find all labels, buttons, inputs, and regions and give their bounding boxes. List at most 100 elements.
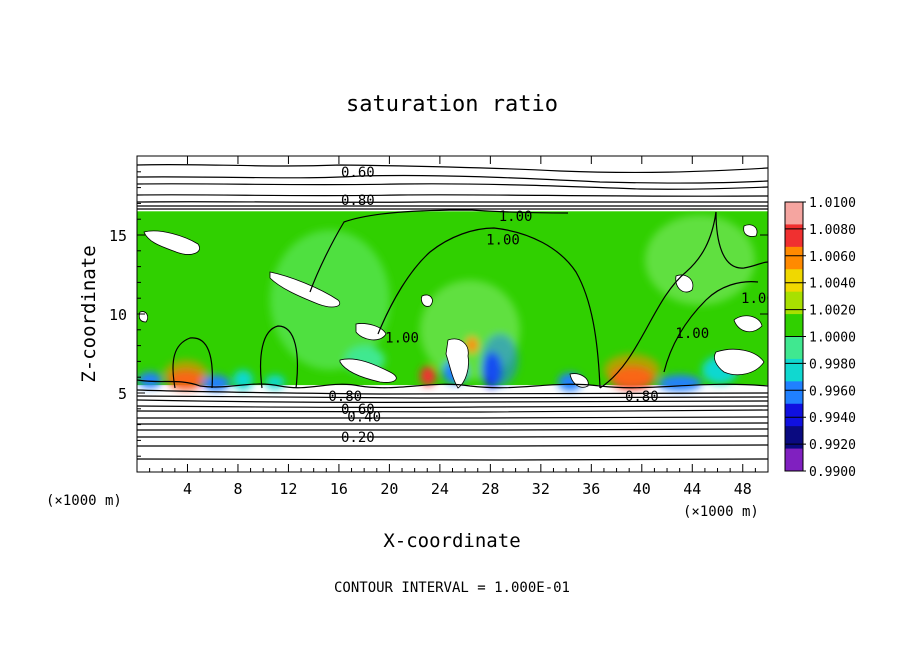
colorbar-swatch bbox=[785, 224, 803, 248]
contour-line bbox=[137, 174, 768, 184]
gap-region bbox=[675, 274, 694, 293]
unsaturated-gaps bbox=[138, 224, 765, 389]
warm-cell bbox=[420, 366, 436, 386]
chart-title: saturation ratio bbox=[346, 92, 558, 117]
contour-label: 1.00 bbox=[499, 209, 533, 225]
gap-region bbox=[138, 311, 148, 323]
contour-label: 0.80 bbox=[328, 389, 362, 405]
colorbar-swatch bbox=[785, 269, 803, 293]
x-tick-label: 44 bbox=[683, 480, 701, 498]
colorbar-swatch bbox=[785, 336, 803, 360]
contour-line bbox=[377, 227, 601, 389]
colorbar-label: 0.9980 bbox=[809, 357, 856, 372]
contour-line bbox=[137, 389, 768, 395]
x-tick-label: 24 bbox=[431, 480, 449, 498]
colorbar-swatch bbox=[785, 448, 803, 472]
gap-region bbox=[143, 230, 200, 255]
contour-line bbox=[137, 183, 768, 190]
colorbar-swatch bbox=[785, 202, 803, 225]
x-axis: 4 8 12 16 20 24 28 32 36 40 44 48 bbox=[149, 156, 756, 498]
gap-region bbox=[355, 323, 387, 341]
colorbar-label: 0.9900 bbox=[809, 465, 856, 480]
cool-cell bbox=[482, 334, 518, 386]
contour-labels: 0.600.801.001.001.001.001.000.800.600.40… bbox=[328, 165, 775, 446]
x-tick-label: 36 bbox=[582, 480, 600, 498]
contour-label: 0.60 bbox=[341, 165, 375, 181]
contour-line bbox=[599, 211, 717, 389]
gap-region bbox=[421, 294, 433, 307]
contour-line bbox=[137, 399, 768, 403]
contour-line bbox=[137, 395, 768, 399]
cool-cell bbox=[138, 372, 162, 388]
colorbar-label: 0.9960 bbox=[809, 384, 856, 399]
y-tick-label: 5 bbox=[118, 385, 127, 403]
colorbar-label: 1.0000 bbox=[809, 331, 856, 346]
contour-line bbox=[137, 194, 768, 197]
gap-region bbox=[445, 338, 469, 389]
contour-label: 0.80 bbox=[625, 389, 659, 405]
warm-cell bbox=[164, 360, 208, 388]
contour-line bbox=[137, 435, 768, 439]
contour-label: 0.40 bbox=[347, 410, 381, 426]
x-tick-label: 4 bbox=[183, 480, 192, 498]
gap-region bbox=[743, 224, 758, 237]
colorbar-swatch bbox=[785, 358, 803, 382]
y-axis: 5 10 15 bbox=[109, 171, 768, 457]
x-tick-label: 12 bbox=[279, 480, 297, 498]
contour-label: 0.20 bbox=[341, 430, 375, 446]
y-axis-label: Z-coordinate bbox=[78, 245, 100, 382]
gap-region bbox=[339, 358, 397, 383]
colorbar-swatch bbox=[785, 291, 803, 315]
x-tick-label: 40 bbox=[633, 480, 651, 498]
contour-line bbox=[309, 209, 569, 293]
colorbar-label: 1.0100 bbox=[809, 196, 856, 211]
gap-region bbox=[733, 315, 763, 333]
contour-interval-note: CONTOUR INTERVAL = 1.000E-01 bbox=[334, 580, 570, 596]
y-tick-label: 15 bbox=[109, 227, 127, 245]
colorbar-swatch bbox=[785, 246, 803, 270]
gap-region bbox=[714, 348, 765, 376]
x-tick-label: 16 bbox=[330, 480, 348, 498]
x-axis-label: X-coordinate bbox=[383, 530, 520, 552]
contour-line bbox=[663, 281, 759, 373]
colorbar: 1.0100 1.0080 1.0060 1.0040 1.0020 1.0000 0.99… bbox=[784, 196, 856, 480]
colorbar-label: 1.0060 bbox=[809, 250, 856, 265]
contour-line bbox=[137, 379, 768, 389]
contour-line bbox=[715, 211, 768, 269]
colorbar-swatch bbox=[785, 403, 803, 427]
contour-label: 0.60 bbox=[341, 402, 375, 418]
warm-cell bbox=[604, 354, 660, 386]
y-tick-label: 10 bbox=[109, 306, 127, 324]
warm-cell bbox=[466, 337, 478, 353]
contour-line bbox=[172, 337, 213, 389]
x-unit-right: (×1000 m) bbox=[683, 504, 759, 520]
cool-cell bbox=[202, 375, 230, 391]
x-tick-label: 8 bbox=[233, 480, 242, 498]
contour-label: 1.00 bbox=[385, 331, 419, 347]
contour-line bbox=[137, 444, 768, 448]
cool-cell bbox=[233, 370, 253, 390]
x-tick-label: 28 bbox=[481, 480, 499, 498]
colorbar-swatch bbox=[785, 381, 803, 405]
x-tick-label: 20 bbox=[380, 480, 398, 498]
colorbar-label: 0.9920 bbox=[809, 438, 856, 453]
colorbar-swatch bbox=[785, 426, 803, 450]
contour-line bbox=[137, 409, 768, 413]
colorbar-label: 1.0080 bbox=[809, 223, 856, 238]
colorbar-label: 1.0040 bbox=[809, 277, 856, 292]
contour-label: 1.00 bbox=[741, 291, 775, 307]
light-green-patch bbox=[645, 215, 755, 305]
contour-label: 1.00 bbox=[675, 326, 709, 342]
x-tick-label: 48 bbox=[734, 480, 752, 498]
contour-label: 0.80 bbox=[341, 193, 375, 209]
contour-line bbox=[259, 325, 299, 389]
contour-line bbox=[137, 200, 768, 203]
contour-label: 1.00 bbox=[486, 233, 520, 249]
contour-line bbox=[137, 163, 768, 174]
plot-area: 0.600.801.001.001.001.001.000.800.600.40… bbox=[137, 156, 775, 472]
x-tick-label: 32 bbox=[532, 480, 550, 498]
gap-region bbox=[569, 373, 589, 388]
colorbar-swatch bbox=[785, 314, 803, 337]
colorbar-label: 0.9940 bbox=[809, 411, 856, 426]
